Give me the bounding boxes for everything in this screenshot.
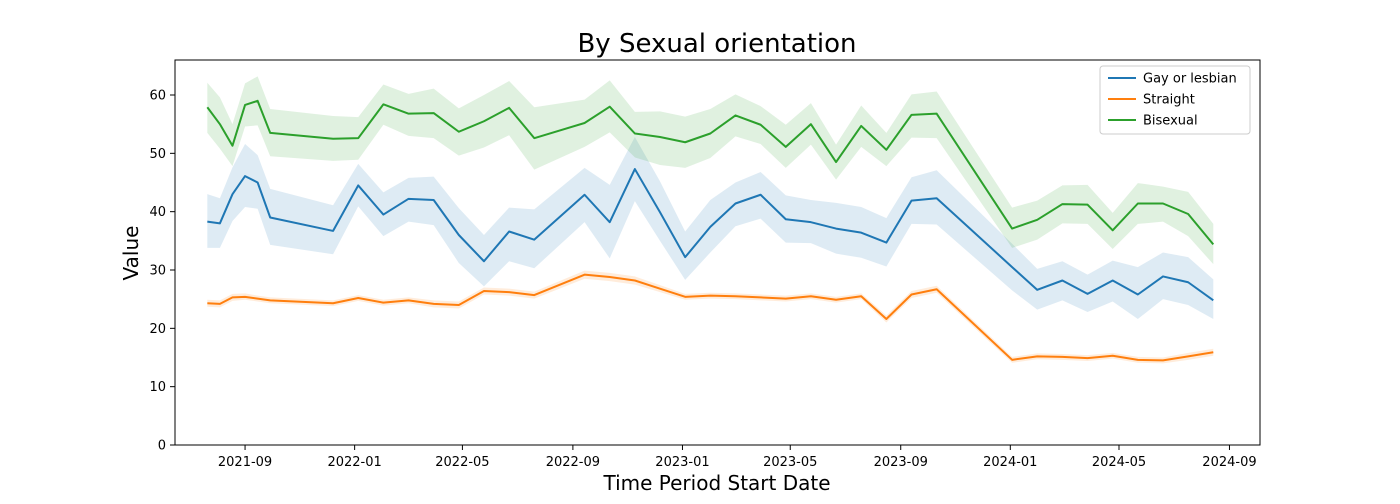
x-axis-label: Time Period Start Date xyxy=(602,471,830,495)
x-tick-label: 2023-01 xyxy=(655,455,709,470)
legend: Gay or lesbian Straight Bisexual xyxy=(1099,65,1251,135)
y-tick-label: 30 xyxy=(149,264,166,279)
y-tick-label: 40 xyxy=(149,205,166,220)
y-tick-label: 20 xyxy=(149,322,166,337)
x-tick-label: 2024-09 xyxy=(1202,455,1256,470)
series-band-2 xyxy=(207,76,1214,265)
plot-area xyxy=(206,76,1215,364)
y-tick-label: 10 xyxy=(149,380,166,395)
y-tick-label: 60 xyxy=(149,89,166,104)
x-tick-label: 2022-01 xyxy=(327,455,381,470)
series-band-1 xyxy=(207,270,1214,364)
y-tick-label: 0 xyxy=(158,439,166,454)
legend-label-0: Gay or lesbian xyxy=(1143,72,1237,87)
y-axis-label: Value xyxy=(119,226,143,281)
legend-box xyxy=(1099,65,1251,135)
series-line-2 xyxy=(206,99,1215,245)
legend-label-2: Bisexual xyxy=(1143,114,1198,129)
x-tick-label: 2022-05 xyxy=(435,455,489,470)
series-line-0 xyxy=(207,168,1214,302)
chart-title: By Sexual orientation xyxy=(577,29,856,59)
x-tick-label: 2023-09 xyxy=(874,455,928,470)
y-tick-label: 50 xyxy=(149,147,166,162)
axes-frame xyxy=(174,59,1261,446)
series-line-1 xyxy=(207,273,1214,362)
x-tick-label: 2024-05 xyxy=(1092,455,1146,470)
x-tick-label: 2023-05 xyxy=(763,455,817,470)
legend-label-1: Straight xyxy=(1143,93,1195,108)
axes: 0 10 20 30 40 50 60 2021-09 2022-01 2022-05 2022-0… xyxy=(149,59,1261,470)
x-tick-label: 2021-09 xyxy=(218,455,272,470)
x-tick-label: 2022-09 xyxy=(546,455,600,470)
x-tick-label: 2024-01 xyxy=(983,455,1037,470)
